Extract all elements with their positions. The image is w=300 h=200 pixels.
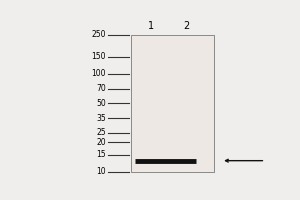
Text: 150: 150 [92, 52, 106, 61]
Text: 100: 100 [92, 69, 106, 78]
Text: 25: 25 [97, 128, 106, 137]
Bar [130, 35, 214, 172]
Text: 2: 2 [183, 21, 189, 31]
Text: 50: 50 [96, 99, 106, 108]
Text: 15: 15 [97, 150, 106, 159]
Text: 35: 35 [96, 114, 106, 123]
Text: 250: 250 [92, 30, 106, 39]
Text: 70: 70 [96, 84, 106, 93]
Text: 10: 10 [97, 167, 106, 176]
Text: 20: 20 [97, 138, 106, 147]
Text: 1: 1 [148, 21, 154, 31]
